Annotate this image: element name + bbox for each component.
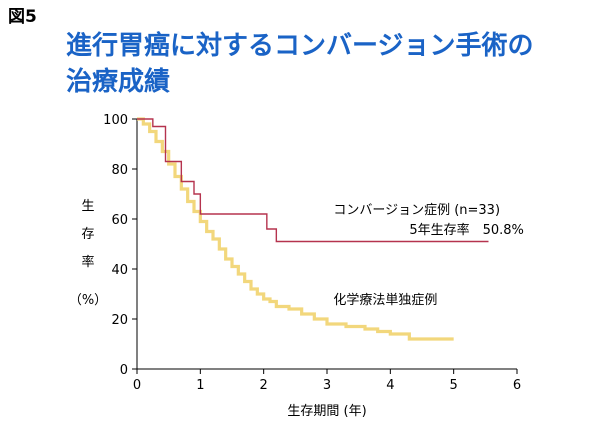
x-tick-label: 3: [323, 378, 331, 393]
x-tick-label: 4: [386, 378, 394, 393]
annotation-1: コンバージョン症例 (n=33): [333, 203, 500, 218]
figure-label: 図5: [8, 7, 37, 27]
y-tick-label: 40: [111, 263, 128, 278]
y-tick-label: 80: [111, 163, 128, 178]
annotation-2: 5年生存率 50.8%: [409, 222, 524, 238]
title-line-2: 治療成績: [66, 67, 170, 97]
chemo-series-line: [137, 117, 454, 341]
xlabel: 生存期間 (年): [287, 404, 366, 419]
ylabel-char-2: 存: [81, 227, 94, 242]
x-tick-label: 2: [260, 378, 268, 393]
annotation-3: 化学療法単独症例: [333, 292, 437, 308]
series-layer: [137, 117, 489, 341]
ylabel-char-1: 生: [81, 199, 94, 214]
y-tick-label: 60: [111, 213, 128, 228]
conversion-series-line: [137, 118, 489, 243]
title-line-1: 進行胃癌に対するコンバージョン手術の: [66, 30, 533, 61]
x-tick-label: 1: [196, 378, 204, 393]
x-tick-label: 6: [513, 378, 521, 393]
ylabel-unit: （%）: [69, 293, 107, 308]
x-tick-label: 5: [450, 378, 458, 393]
ylabel-char-3: 率: [81, 254, 94, 270]
y-tick-label: 0: [120, 363, 128, 378]
annotation-layer: コンバージョン症例 (n=33) 5年生存率 50.8% 化学療法単独症例: [333, 203, 524, 308]
y-tick-label: 100: [103, 113, 128, 128]
x-tick-label: 0: [133, 378, 141, 393]
y-tick-label: 20: [111, 313, 128, 328]
